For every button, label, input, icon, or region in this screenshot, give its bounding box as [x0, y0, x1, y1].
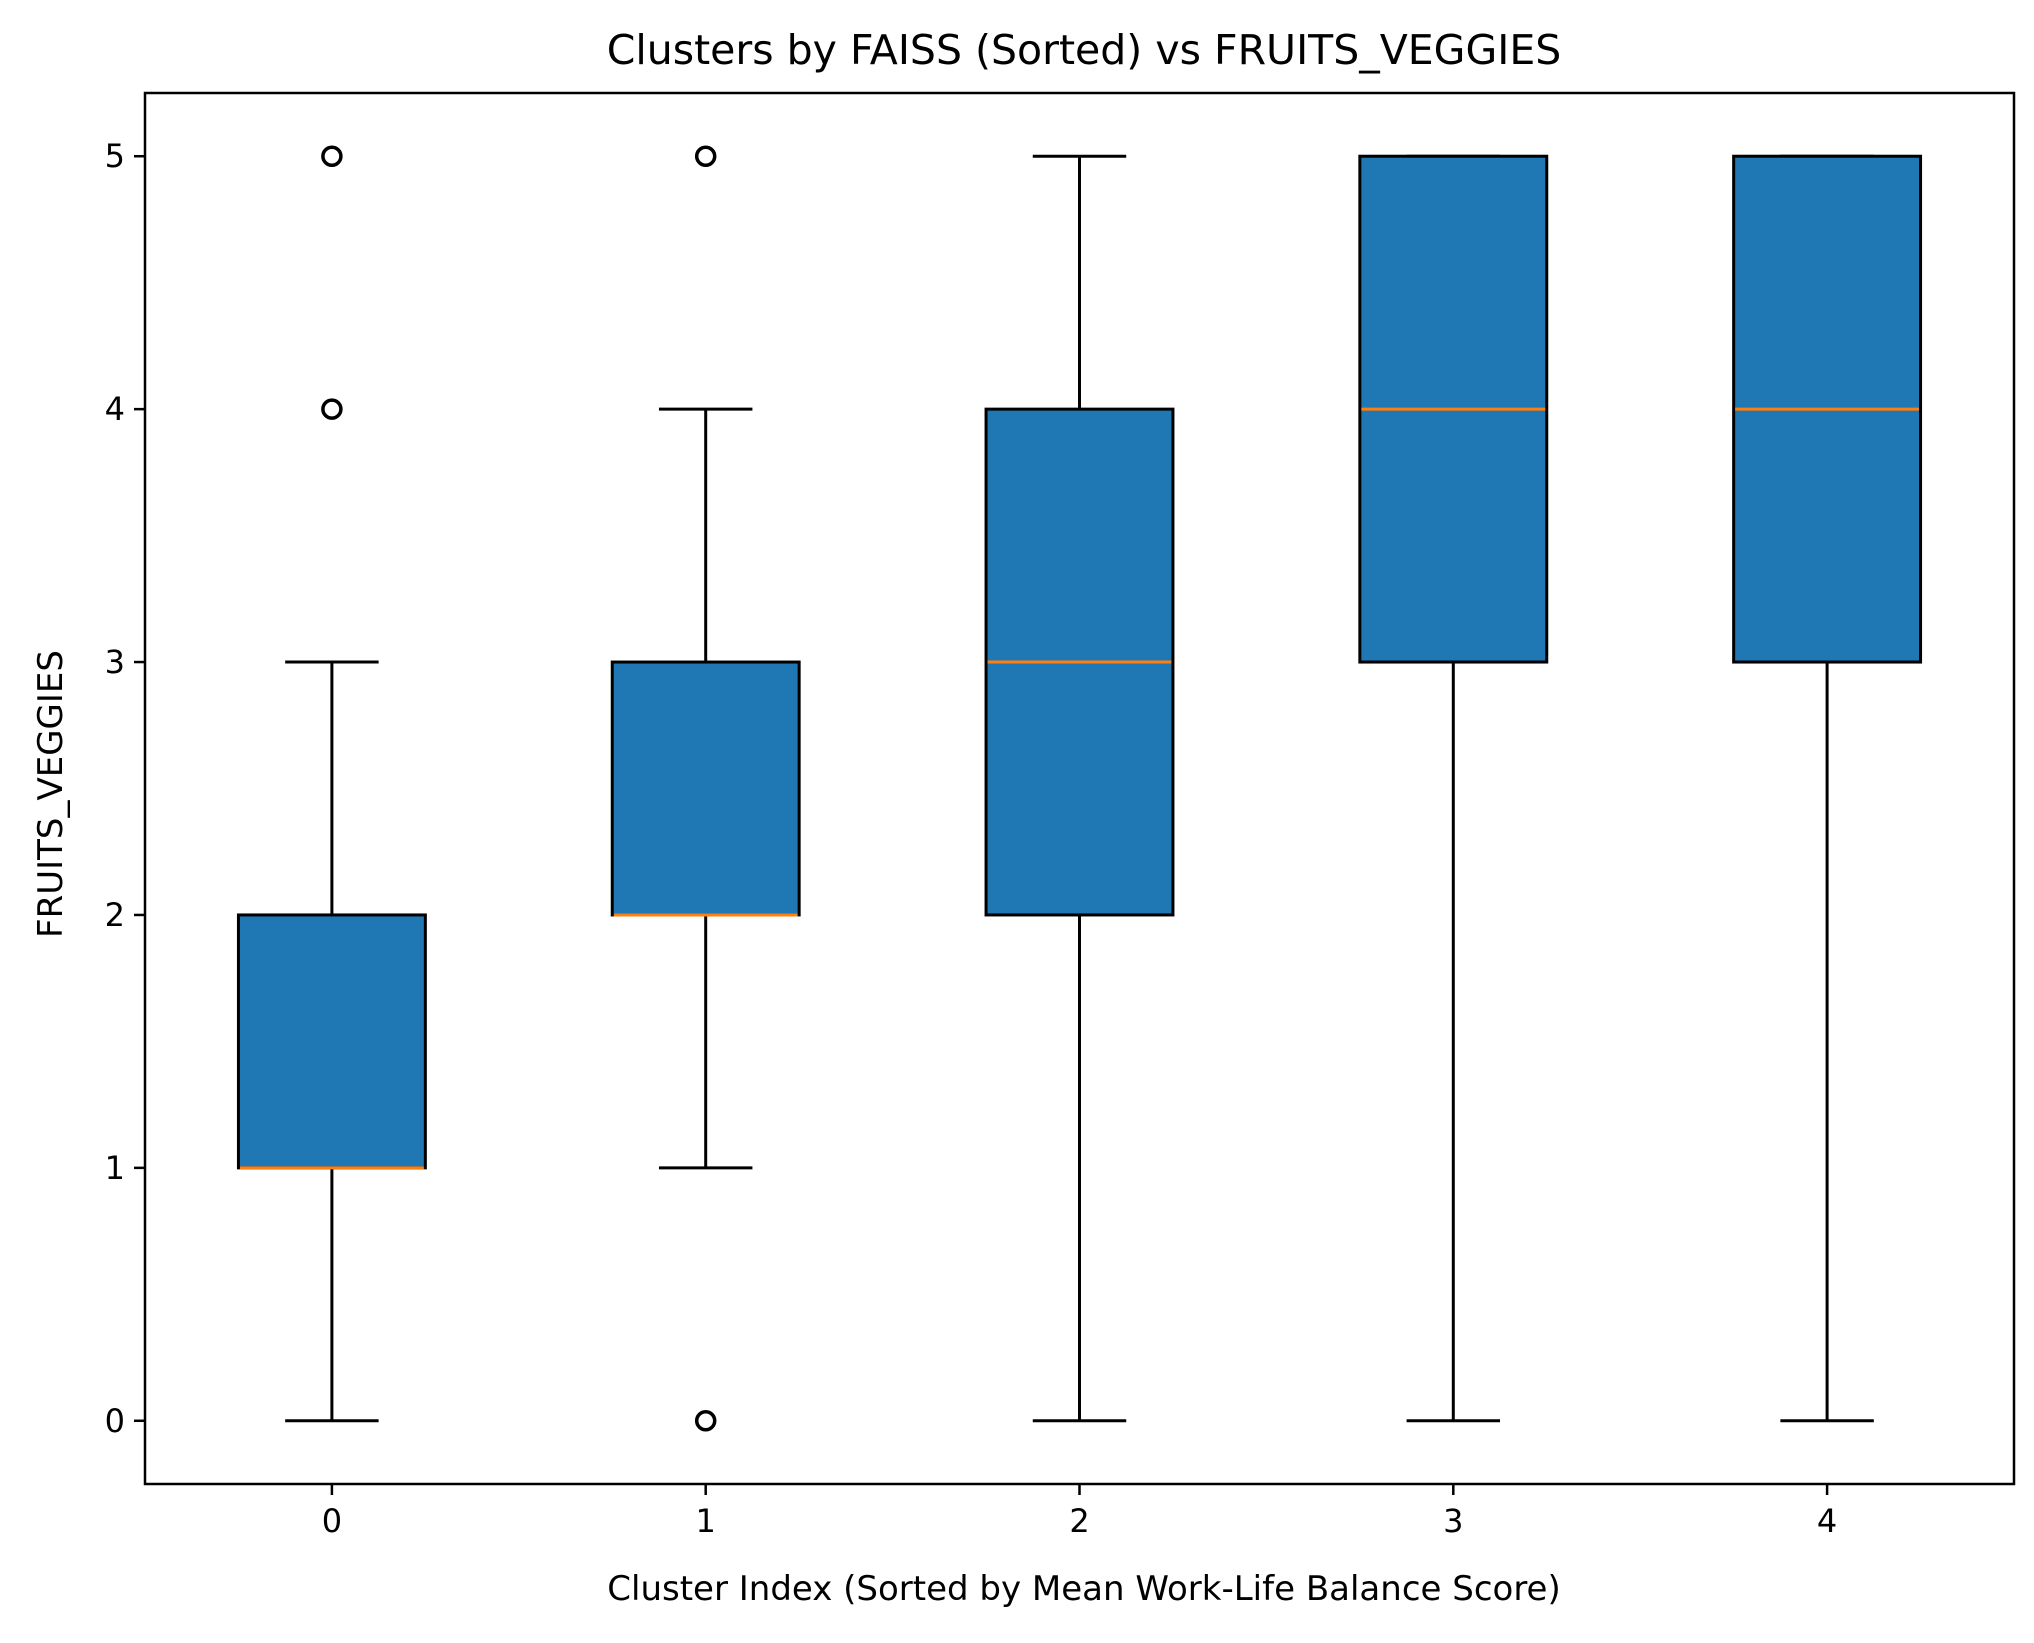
- y-tick-label: 4: [105, 390, 125, 428]
- y-tick-label: 2: [105, 896, 125, 934]
- box-1: [610, 660, 801, 917]
- outlier-point-0: [321, 145, 343, 167]
- x-tick-label: 3: [1443, 1502, 1463, 1540]
- y-tick-label: 1: [105, 1149, 125, 1187]
- x-tick-label: 0: [322, 1502, 342, 1540]
- box-group-4: [1732, 154, 1923, 1423]
- outlier-point-1: [694, 1410, 717, 1432]
- y-tick-label: 3: [105, 643, 125, 681]
- outlier-point-0: [321, 398, 343, 420]
- box-0: [236, 913, 427, 1170]
- box-group-3: [1358, 154, 1549, 1423]
- x-tick-label: 1: [696, 1502, 716, 1540]
- box-group-2: [984, 154, 1175, 1423]
- y-axis-label: FRUITS_VEGGIES: [31, 650, 71, 938]
- box-group-1: [610, 145, 801, 1432]
- y-tick-label: 5: [105, 137, 125, 175]
- plot-area: 0 1 2 3 4 5 0 1 2 3 4: [105, 91, 2016, 1540]
- box-group-0: [236, 145, 427, 1423]
- chart-title: Clusters by FAISS (Sorted) vs FRUITS_VEG…: [607, 26, 1562, 74]
- y-tick-label: 0: [105, 1402, 125, 1440]
- x-tick-label: 4: [1817, 1502, 1837, 1540]
- x-axis-label: Cluster Index (Sorted by Mean Work-Life …: [607, 1569, 1560, 1609]
- outlier-point-1: [694, 145, 717, 167]
- x-tick-label: 2: [1069, 1502, 1089, 1540]
